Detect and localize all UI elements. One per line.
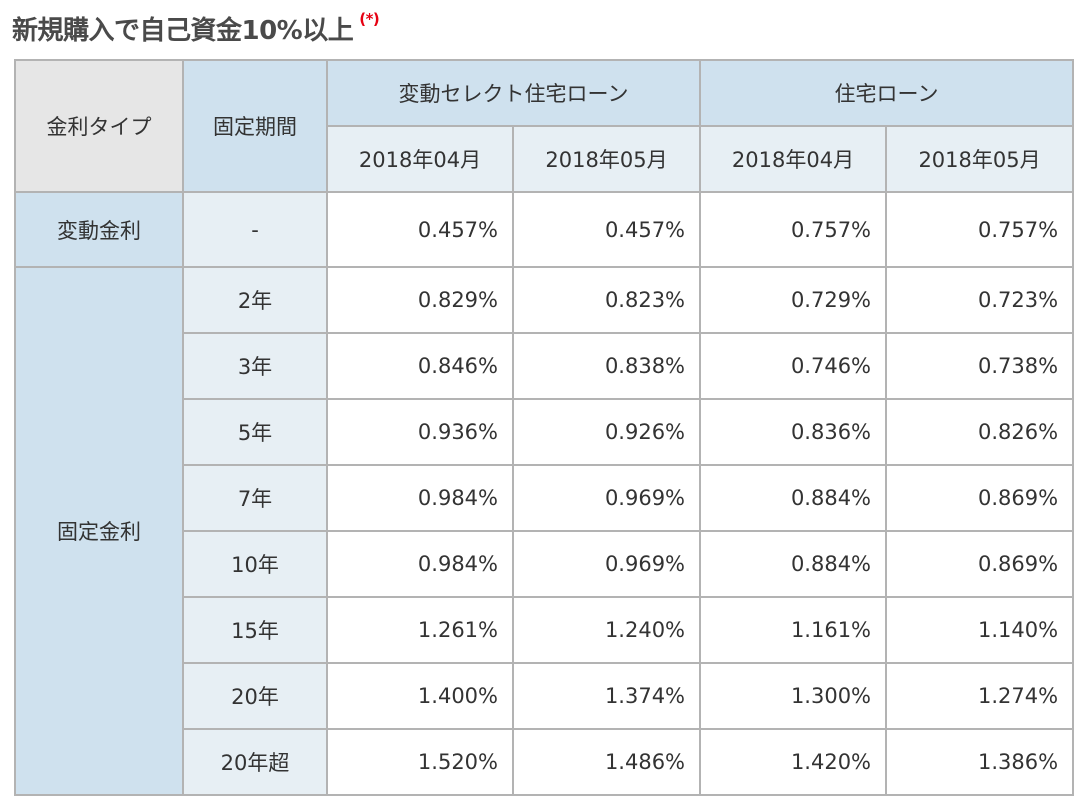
rate-cell: 0.723% xyxy=(885,266,1075,334)
fixed-period-cell: - xyxy=(182,191,328,268)
rate-cell: 1.161% xyxy=(699,596,888,664)
rate-type-fixed: 固定金利 xyxy=(14,266,184,796)
fixed-period-cell: 20年超 xyxy=(182,728,328,796)
rate-cell: 1.420% xyxy=(699,728,888,796)
rate-cell: 0.738% xyxy=(885,332,1075,400)
header-month: 2018年05月 xyxy=(885,125,1075,193)
rate-cell: 0.846% xyxy=(326,332,514,400)
rate-cell: 0.457% xyxy=(326,191,514,268)
fixed-period-cell: 3年 xyxy=(182,332,328,400)
page-title: 新規購入で自己資金10%以上 (*) xyxy=(12,8,380,48)
fixed-period-cell: 10年 xyxy=(182,530,328,598)
rate-cell: 1.386% xyxy=(885,728,1075,796)
table-row: 3年 0.846% 0.838% 0.746% 0.738% xyxy=(15,332,1075,400)
table-row: 5年 0.936% 0.926% 0.836% 0.826% xyxy=(15,398,1075,466)
rate-cell: 0.757% xyxy=(699,191,888,268)
header-group-housing-loan: 住宅ローン xyxy=(699,59,1075,127)
rate-cell: 1.140% xyxy=(885,596,1075,664)
header-fixed-period: 固定期間 xyxy=(182,59,328,193)
header-month: 2018年04月 xyxy=(699,125,888,193)
rate-cell: 0.457% xyxy=(511,191,702,268)
rate-cell: 1.300% xyxy=(699,662,888,730)
fixed-period-cell: 2年 xyxy=(182,266,328,334)
rate-cell: 0.884% xyxy=(699,464,888,532)
rate-cell: 0.926% xyxy=(511,398,702,466)
table-row: 7年 0.984% 0.969% 0.884% 0.869% xyxy=(15,464,1075,532)
fixed-period-cell: 5年 xyxy=(182,398,328,466)
rate-cell: 1.274% xyxy=(885,662,1075,730)
header-rate-type: 金利タイプ xyxy=(14,59,184,193)
table-row: 15年 1.261% 1.240% 1.161% 1.140% xyxy=(15,596,1075,664)
rate-cell: 0.936% xyxy=(326,398,514,466)
rate-cell: 1.240% xyxy=(511,596,702,664)
header-row-months: 2018年04月 2018年05月 2018年04月 2018年05月 xyxy=(15,125,1075,193)
rate-cell: 0.869% xyxy=(885,464,1075,532)
rate-cell: 0.984% xyxy=(326,530,514,598)
header-row-groups: 金利タイプ 固定期間 変動セレクト住宅ローン 住宅ローン xyxy=(14,59,1075,193)
table-row-variable: 変動金利 - 0.457% 0.457% 0.757% 0.757% xyxy=(14,191,1075,268)
rate-cell: 0.838% xyxy=(511,332,702,400)
rate-cell: 0.826% xyxy=(885,398,1075,466)
table-row: 20年超 1.520% 1.486% 1.420% 1.386% xyxy=(15,728,1075,796)
rate-cell: 1.374% xyxy=(511,662,702,730)
header-group-select-loan: 変動セレクト住宅ローン xyxy=(325,59,702,127)
rate-cell: 0.729% xyxy=(699,266,888,334)
rate-cell: 1.400% xyxy=(326,662,514,730)
rate-cell: 1.261% xyxy=(326,596,514,664)
footnote-mark: (*) xyxy=(359,10,380,28)
rate-cell: 0.757% xyxy=(885,191,1075,268)
rate-cell: 0.746% xyxy=(699,332,888,400)
table-row: 固定金利 2年 0.829% 0.823% 0.729% 0.723% xyxy=(14,266,1075,796)
interest-rate-table: 金利タイプ 固定期間 変動セレクト住宅ローン 住宅ローン 2018年04月 20… xyxy=(14,59,1075,796)
rate-cell: 0.869% xyxy=(885,530,1075,598)
rate-cell: 1.520% xyxy=(326,728,514,796)
rate-cell: 0.823% xyxy=(511,266,702,334)
fixed-period-cell: 7年 xyxy=(182,464,328,532)
page-title-text: 新規購入で自己資金10%以上 xyxy=(12,15,354,46)
rate-cell: 0.969% xyxy=(511,464,702,532)
rate-type-variable: 変動金利 xyxy=(14,191,184,268)
rate-cell: 0.884% xyxy=(699,530,888,598)
rate-cell: 1.486% xyxy=(511,728,702,796)
fixed-period-cell: 20年 xyxy=(182,662,328,730)
rate-cell: 0.836% xyxy=(699,398,888,466)
header-month: 2018年04月 xyxy=(326,125,514,193)
header-month: 2018年05月 xyxy=(511,125,702,193)
table-row: 20年 1.400% 1.374% 1.300% 1.274% xyxy=(15,662,1075,730)
rate-cell: 0.969% xyxy=(511,530,702,598)
table-row: 10年 0.984% 0.969% 0.884% 0.869% xyxy=(15,530,1075,598)
fixed-period-cell: 15年 xyxy=(182,596,328,664)
rate-cell: 0.984% xyxy=(326,464,514,532)
rate-cell: 0.829% xyxy=(326,266,514,334)
